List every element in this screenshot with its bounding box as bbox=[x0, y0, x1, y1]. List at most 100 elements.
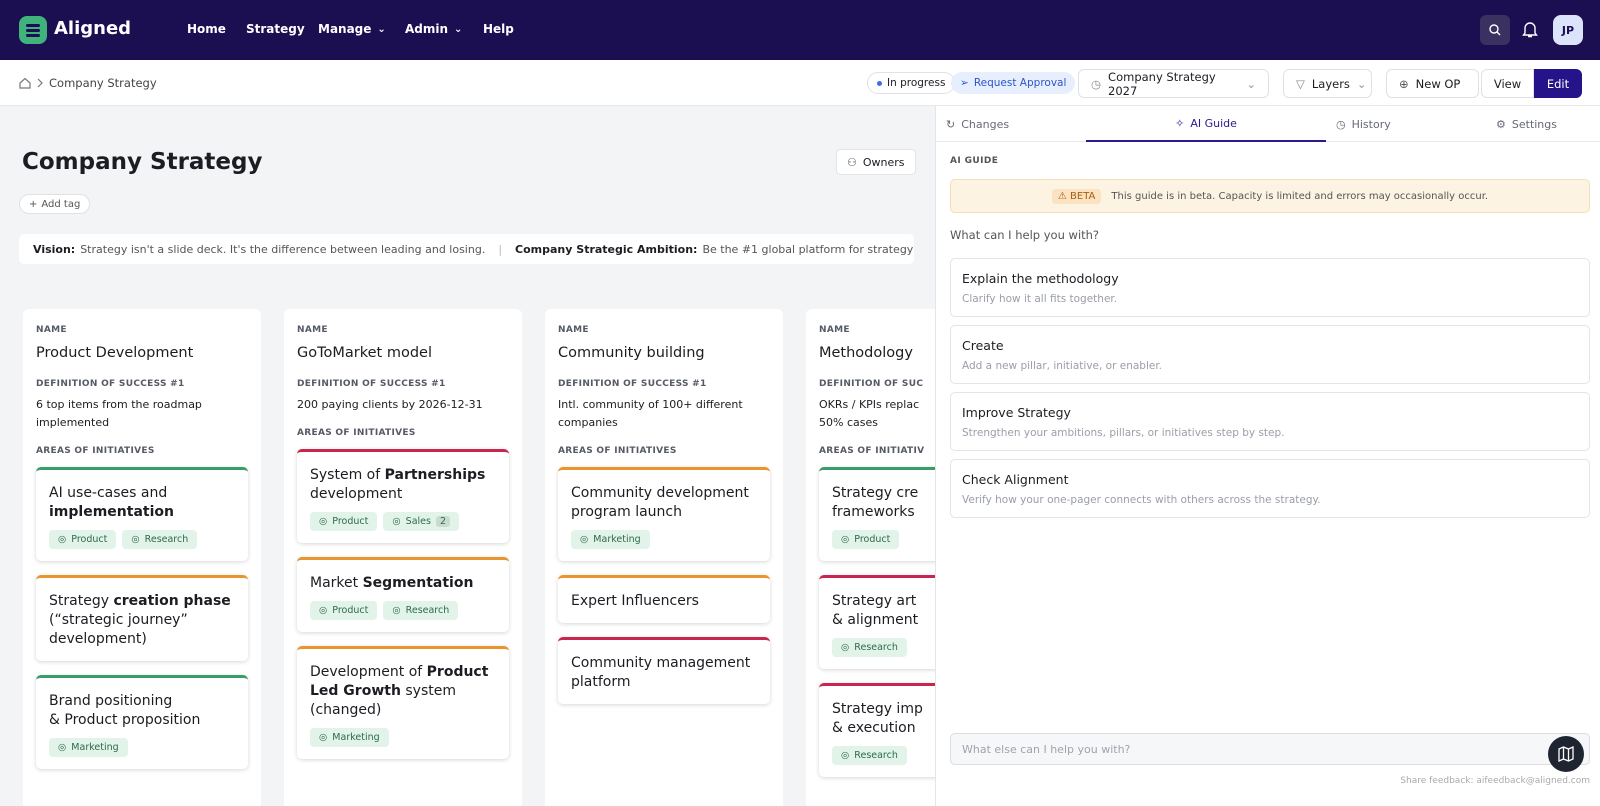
initiative-title: Brand positioning & Product proposition bbox=[49, 692, 235, 730]
initiative-card[interactable]: Strategy creation phase (“strategic jour… bbox=[36, 575, 248, 661]
view-button[interactable]: View bbox=[1481, 69, 1534, 98]
tag[interactable]: ◎ Product bbox=[49, 530, 117, 549]
beta-badge: ⚠ BETA bbox=[1051, 188, 1102, 204]
owners-button[interactable]: ⚇ Owners bbox=[836, 149, 916, 175]
tab[interactable]: ✧ AI Guide bbox=[1086, 106, 1326, 142]
initiative-title: Expert Influencers bbox=[571, 592, 757, 611]
nav-label: Home bbox=[187, 22, 226, 36]
nav-label: Strategy bbox=[246, 22, 305, 36]
initiative-title: Strategy creation phase (“strategic jour… bbox=[49, 592, 235, 649]
avatar[interactable]: JP bbox=[1553, 15, 1583, 45]
add-tag-label: Add tag bbox=[41, 198, 81, 210]
tab[interactable]: ⚙ Settings bbox=[1496, 106, 1557, 142]
map-icon bbox=[1558, 746, 1574, 762]
version-select[interactable]: ◷ Company Strategy 2027 ⌄ bbox=[1078, 69, 1269, 98]
pillar-name: Community building bbox=[558, 345, 705, 361]
tag-label: Product bbox=[332, 516, 369, 527]
tag-label: Research bbox=[854, 750, 898, 761]
tab-label: Settings bbox=[1511, 117, 1557, 131]
title-part: Community development program launch bbox=[571, 485, 749, 520]
tag[interactable]: ◎ Product bbox=[310, 512, 378, 531]
option-card[interactable]: Check Alignment Verify how your one-pager… bbox=[950, 459, 1590, 518]
breadcrumb[interactable]: Company Strategy bbox=[49, 76, 157, 90]
tag[interactable]: ◎ Product bbox=[832, 530, 900, 549]
nav-item[interactable]: Help bbox=[483, 22, 514, 36]
tags: ◎ Marketing bbox=[310, 728, 496, 747]
request-approval[interactable]: ➢ Request Approval bbox=[951, 72, 1076, 94]
tab-label: AI Guide bbox=[1190, 116, 1237, 130]
vision-bar[interactable]: Vision: Strategy isn't a slide deck. It's… bbox=[19, 234, 914, 264]
tag-icon: ◎ bbox=[392, 605, 401, 616]
tag[interactable]: ◎ Research bbox=[832, 638, 907, 657]
title-part: creation phase bbox=[113, 593, 231, 609]
initiative-title: Community development program launch bbox=[571, 484, 757, 522]
pillar-name: Methodology bbox=[819, 345, 913, 361]
tag-icon: ◎ bbox=[580, 534, 589, 545]
initiative-card[interactable]: Community management platform bbox=[558, 637, 770, 704]
tag[interactable]: ◎ Marketing bbox=[310, 728, 389, 747]
initiative-card[interactable]: Strategy art & alignment ◎ Research bbox=[819, 575, 935, 669]
status-pill[interactable]: In progress bbox=[867, 72, 956, 94]
title-part: Brand positioning & Product proposition bbox=[49, 693, 201, 728]
initiative-card[interactable]: AI use-cases and implementation ◎ Product ◎… bbox=[36, 467, 248, 561]
initiative-card[interactable]: Development of Product Led Growth system… bbox=[297, 646, 509, 759]
tag-label: Marketing bbox=[593, 534, 641, 545]
option-card[interactable]: Explain the methodology Clarify how it al… bbox=[950, 258, 1590, 317]
tag-icon: ◎ bbox=[841, 642, 850, 653]
tag[interactable]: ◎ Research bbox=[832, 746, 907, 765]
tag[interactable]: ◎ Product bbox=[310, 601, 378, 620]
initiative-card[interactable]: System of Partnerships development ◎ Produ… bbox=[297, 449, 509, 543]
initiative-card[interactable]: Strategy imp & execution ◎ Research bbox=[819, 683, 935, 777]
nav-item[interactable]: Home bbox=[187, 22, 226, 36]
map-button[interactable] bbox=[1548, 736, 1584, 772]
initiative-card[interactable]: Expert Influencers bbox=[558, 575, 770, 623]
initiative-title: Development of Product Led Growth system… bbox=[310, 663, 496, 720]
nav-item[interactable]: Strategy bbox=[246, 22, 305, 36]
option-card[interactable]: Create Add a new pillar, initiative, or e… bbox=[950, 325, 1590, 384]
option-title: Improve Strategy bbox=[962, 405, 1071, 420]
page-title: Company Strategy bbox=[22, 149, 263, 175]
chat-input[interactable]: What else can I help you with? bbox=[950, 733, 1590, 765]
tab-icon: ✧ bbox=[1175, 116, 1185, 130]
notifications-button[interactable] bbox=[1522, 21, 1538, 39]
layers: Layers bbox=[1311, 76, 1350, 91]
pillar-name: Product Development bbox=[36, 345, 194, 361]
status: In progress bbox=[887, 77, 946, 89]
initiative-title: Market Segmentation bbox=[310, 574, 496, 593]
top-nav: Aligned Home Strategy Manage ⌄ Admin ⌄ Help JP bbox=[0, 0, 1600, 60]
tag[interactable]: ◎ Marketing bbox=[49, 738, 128, 757]
initiative-title: Strategy art & alignment bbox=[832, 592, 935, 630]
pillar-column: NAME Methodology DEFINITION OF SUC OKRs / K… bbox=[806, 309, 935, 806]
nav-item[interactable]: Admin ⌄ bbox=[405, 22, 462, 36]
dos-label: DEFINITION OF SUCCESS #1 bbox=[36, 379, 185, 389]
initiative-card[interactable]: Market Segmentation ◎ Product ◎ Research bbox=[297, 557, 509, 632]
tag[interactable]: ◎ Marketing bbox=[571, 530, 650, 549]
tag-label: Marketing bbox=[332, 732, 380, 743]
initiative-card[interactable]: Strategy cre frameworks ◎ Product bbox=[819, 467, 935, 561]
layers-button[interactable]: ▽ Layers ⌄ bbox=[1283, 69, 1372, 98]
tag[interactable]: ◎ Sales 2 bbox=[383, 512, 460, 531]
edit-button[interactable]: Edit bbox=[1534, 69, 1582, 98]
dos-text: 200 paying clients by 2026-12-31 bbox=[297, 398, 483, 411]
search-button[interactable] bbox=[1480, 15, 1510, 45]
initiative-card[interactable]: Brand positioning & Product proposition ◎… bbox=[36, 675, 248, 769]
option-card[interactable]: Improve Strategy Strengthen your ambition… bbox=[950, 392, 1590, 451]
initiative-title: Strategy cre frameworks bbox=[832, 484, 935, 522]
search-icon bbox=[1489, 24, 1501, 36]
new-op-button[interactable]: ⊕ New OP bbox=[1386, 69, 1479, 98]
tab-icon: ◷ bbox=[1336, 117, 1346, 131]
option-desc: Verify how your one-pager connects with … bbox=[962, 494, 1321, 506]
pillar-name: GoToMarket model bbox=[297, 345, 432, 361]
add-tag[interactable]: + Add tag bbox=[19, 194, 91, 214]
option-title: Explain the methodology bbox=[962, 271, 1119, 286]
tab[interactable]: ↻ Changes bbox=[946, 106, 1009, 142]
tab-label: Changes bbox=[961, 117, 1010, 131]
tag[interactable]: ◎ Research bbox=[383, 601, 459, 620]
initiative-card[interactable]: Community development program launch ◎ Mar… bbox=[558, 467, 770, 561]
tag[interactable]: ◎ Research bbox=[122, 530, 198, 549]
tab[interactable]: ◷ History bbox=[1336, 106, 1391, 142]
areas-label: AREAS OF INITIATIVES bbox=[297, 428, 416, 438]
nav-item[interactable]: Manage ⌄ bbox=[318, 22, 386, 36]
breadcrumb-home[interactable] bbox=[19, 77, 49, 89]
